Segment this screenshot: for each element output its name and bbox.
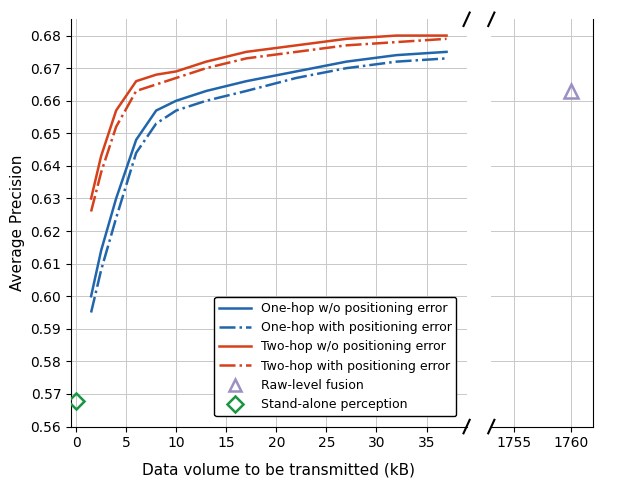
Text: Data volume to be transmitted (kB): Data volume to be transmitted (kB) [142, 462, 415, 477]
Y-axis label: Average Precision: Average Precision [10, 155, 25, 291]
Legend: One-hop w/o positioning error, One-hop with positioning error, Two-hop w/o posit: One-hop w/o positioning error, One-hop w… [214, 297, 456, 416]
